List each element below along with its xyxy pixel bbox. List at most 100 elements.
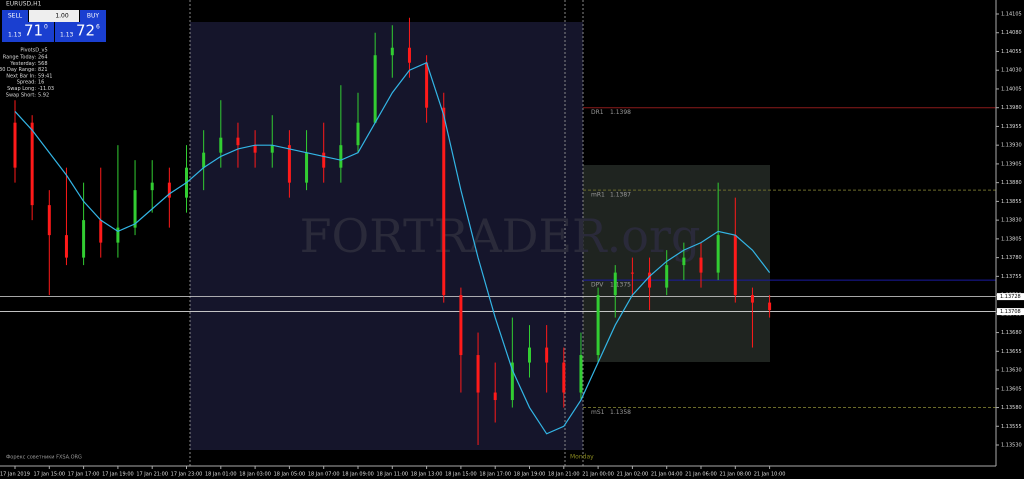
pivot-name: mR1: [591, 192, 605, 199]
candle-body: [528, 347, 531, 363]
candle-body: [219, 137, 223, 153]
candle-body: [270, 145, 274, 153]
y-tick-label: 1.13955: [1001, 124, 1022, 130]
pivot-value: 1.1398: [610, 109, 631, 116]
sell-price[interactable]: [2, 22, 54, 42]
info-value: -11.03: [38, 86, 54, 92]
y-tick-label: 1.13680: [1001, 330, 1022, 336]
sell-big: 1.13: [8, 32, 22, 39]
price-tag: [997, 308, 1024, 316]
moving-average: [14, 61, 771, 435]
candle-body: [64, 235, 68, 258]
pivot-name: mS1: [591, 409, 605, 416]
y-tick-label: 1.13605: [1001, 386, 1022, 392]
candle-body: [665, 265, 669, 288]
candle-body: [30, 122, 34, 206]
sell-label[interactable]: SELL: [8, 13, 23, 20]
pivot-name: DPV: [591, 282, 604, 289]
candle-body: [407, 47, 411, 63]
x-tick-label: 18 Jan 01:00: [205, 472, 237, 478]
candle-body: [596, 295, 600, 356]
candle-body: [390, 47, 394, 56]
y-tick-label: 1.13905: [1001, 161, 1022, 167]
y-tick-label: 1.13580: [1001, 405, 1022, 411]
info-label: 30 Day Range:: [0, 67, 36, 73]
y-tick-label: 1.13880: [1001, 180, 1022, 186]
candle-body: [305, 152, 309, 183]
candle-body: [493, 392, 497, 401]
pivot-name: DR1: [591, 109, 604, 116]
y-tick-label: 1.13780: [1001, 255, 1022, 261]
panel-title: PivotsD_v5: [20, 48, 47, 54]
candle-body: [768, 302, 772, 311]
candle-body: [82, 220, 86, 258]
x-tick-label: 17 Jan 2019: [0, 472, 30, 478]
price-tag: [997, 293, 1024, 301]
x-tick-label: 17 Jan 19:00: [102, 472, 134, 478]
pivot-value: 1.1387: [610, 192, 631, 199]
candle-body: [613, 272, 617, 296]
x-tick-label: 21 Jan 10:00: [754, 472, 786, 478]
candle-body: [442, 107, 446, 296]
pivot-value: 1.1358: [610, 409, 631, 416]
candle-body: [716, 235, 720, 273]
candle-body: [202, 152, 206, 168]
x-tick-label: 18 Jan 21:00: [548, 472, 580, 478]
candle-body: [630, 272, 634, 274]
info-label: Range Today:: [3, 55, 37, 61]
pivot-value: 1.1375: [610, 282, 631, 289]
session-box: [190, 22, 583, 450]
x-tick-label: 18 Jan 09:00: [342, 472, 374, 478]
y-tick-label: 1.14005: [1001, 86, 1022, 92]
x-tick-label: 17 Jan 15:00: [33, 472, 65, 478]
candle-body: [648, 272, 652, 288]
candle-body: [459, 295, 463, 356]
candle-body: [699, 257, 703, 273]
candle-body: [236, 137, 240, 146]
x-tick-label: 21 Jan 00:00: [582, 472, 614, 478]
lot-value: 1.00: [55, 13, 69, 20]
candle-body: [150, 182, 154, 191]
y-tick-label: 1.13530: [1001, 443, 1022, 449]
x-tick-label: 21 Jan 08:00: [719, 472, 751, 478]
sell-button[interactable]: [2, 10, 28, 22]
y-tick-label: 1.13755: [1001, 274, 1022, 280]
y-tick-label: 1.13805: [1001, 236, 1022, 242]
candle-body: [133, 190, 137, 228]
info-value: 821: [38, 67, 48, 73]
x-tick-label: 18 Jan 13:00: [411, 472, 443, 478]
x-tick-label: 18 Jan 15:00: [445, 472, 477, 478]
info-label: Swap Short:: [6, 92, 37, 98]
info-value: 5.92: [38, 92, 49, 98]
candle-body: [510, 362, 514, 401]
candle-body: [167, 182, 171, 198]
price-tag-label: 1.13708: [1000, 309, 1021, 315]
candle-body: [322, 152, 326, 168]
info-value: 16: [38, 80, 44, 86]
buy-label[interactable]: BUY: [87, 13, 100, 20]
info-label: Swap Long:: [7, 86, 36, 92]
symbol: EURUSD,H1: [6, 1, 42, 8]
buy-price[interactable]: [55, 22, 106, 42]
candle-body: [99, 220, 103, 243]
candle-body: [425, 62, 429, 108]
info-label: Yesterday:: [9, 61, 36, 67]
x-tick-label: 21 Jan 04:00: [651, 472, 683, 478]
y-tick-label: 1.14105: [1001, 11, 1022, 17]
buy-pips: 72: [76, 22, 95, 40]
buy-big: 1.13: [60, 32, 74, 39]
info-value: 59:41: [38, 73, 52, 79]
lot-input[interactable]: [29, 10, 79, 22]
info-label: Next Bar In:: [6, 73, 36, 79]
x-tick-label: 17 Jan 17:00: [68, 472, 100, 478]
y-tick-label: 1.14055: [1001, 49, 1022, 55]
info-value: 568: [38, 61, 48, 67]
candle-body: [287, 145, 291, 183]
sell-frac: 0: [44, 24, 48, 31]
candle-body: [13, 122, 17, 168]
footer-note: Форекс советники FXSA.ORG: [6, 455, 82, 461]
x-tick-label: 21 Jan 06:00: [685, 472, 717, 478]
price-tag-label: 1.13728: [1000, 294, 1021, 300]
buy-button[interactable]: [80, 10, 106, 22]
